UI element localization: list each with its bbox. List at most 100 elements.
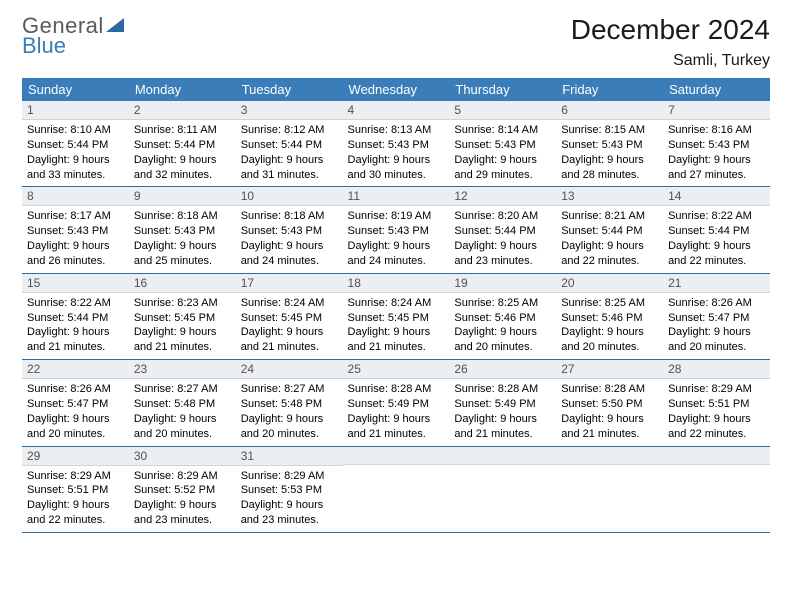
- calendar-day-cell: 19Sunrise: 8:25 AMSunset: 5:46 PMDayligh…: [449, 273, 556, 359]
- daylight-line: Daylight: 9 hours and 20 minutes.: [454, 325, 551, 355]
- day-number: 20: [556, 274, 663, 293]
- daylight-line: Daylight: 9 hours and 20 minutes.: [241, 412, 338, 442]
- sunset-line: Sunset: 5:43 PM: [348, 224, 445, 239]
- day-body: Sunrise: 8:28 AMSunset: 5:49 PMDaylight:…: [449, 379, 556, 445]
- day-body: Sunrise: 8:19 AMSunset: 5:43 PMDaylight:…: [343, 206, 450, 272]
- day-body-empty: [343, 465, 450, 515]
- sunset-line: Sunset: 5:44 PM: [668, 224, 765, 239]
- day-number: 4: [343, 101, 450, 120]
- calendar-day-cell: 4Sunrise: 8:13 AMSunset: 5:43 PMDaylight…: [343, 101, 450, 187]
- day-body: Sunrise: 8:22 AMSunset: 5:44 PMDaylight:…: [22, 293, 129, 359]
- day-number: 19: [449, 274, 556, 293]
- day-number: 27: [556, 360, 663, 379]
- weekday-header: Friday: [556, 78, 663, 101]
- sunset-line: Sunset: 5:44 PM: [561, 224, 658, 239]
- day-number: 13: [556, 187, 663, 206]
- sunset-line: Sunset: 5:43 PM: [561, 138, 658, 153]
- sunrise-line: Sunrise: 8:28 AM: [561, 382, 658, 397]
- location-label: Samli, Turkey: [571, 52, 770, 70]
- calendar-day-cell: 17Sunrise: 8:24 AMSunset: 5:45 PMDayligh…: [236, 273, 343, 359]
- day-body: Sunrise: 8:18 AMSunset: 5:43 PMDaylight:…: [236, 206, 343, 272]
- day-number: 12: [449, 187, 556, 206]
- day-number: 31: [236, 447, 343, 466]
- day-body-empty: [556, 465, 663, 515]
- sunset-line: Sunset: 5:49 PM: [454, 397, 551, 412]
- sunset-line: Sunset: 5:48 PM: [241, 397, 338, 412]
- calendar-day-cell: 16Sunrise: 8:23 AMSunset: 5:45 PMDayligh…: [129, 273, 236, 359]
- calendar-day-cell: 13Sunrise: 8:21 AMSunset: 5:44 PMDayligh…: [556, 187, 663, 273]
- day-number: 22: [22, 360, 129, 379]
- day-number: 21: [663, 274, 770, 293]
- logo: General Blue: [22, 14, 124, 58]
- calendar-day-cell: 7Sunrise: 8:16 AMSunset: 5:43 PMDaylight…: [663, 101, 770, 187]
- month-title: December 2024: [571, 14, 770, 46]
- calendar-day-cell: 2Sunrise: 8:11 AMSunset: 5:44 PMDaylight…: [129, 101, 236, 187]
- day-number: 8: [22, 187, 129, 206]
- calendar-day-cell: 30Sunrise: 8:29 AMSunset: 5:52 PMDayligh…: [129, 446, 236, 532]
- sunrise-line: Sunrise: 8:27 AM: [241, 382, 338, 397]
- calendar-day-cell: 28Sunrise: 8:29 AMSunset: 5:51 PMDayligh…: [663, 360, 770, 446]
- sunrise-line: Sunrise: 8:15 AM: [561, 123, 658, 138]
- day-number: 9: [129, 187, 236, 206]
- daylight-line: Daylight: 9 hours and 21 minutes.: [241, 325, 338, 355]
- day-number: 2: [129, 101, 236, 120]
- day-body: Sunrise: 8:27 AMSunset: 5:48 PMDaylight:…: [236, 379, 343, 445]
- day-body: Sunrise: 8:25 AMSunset: 5:46 PMDaylight:…: [449, 293, 556, 359]
- sunrise-line: Sunrise: 8:22 AM: [668, 209, 765, 224]
- day-body: Sunrise: 8:14 AMSunset: 5:43 PMDaylight:…: [449, 120, 556, 186]
- day-number-empty: [663, 447, 770, 465]
- calendar-day-cell: [663, 446, 770, 532]
- sunrise-line: Sunrise: 8:11 AM: [134, 123, 231, 138]
- calendar-day-cell: 23Sunrise: 8:27 AMSunset: 5:48 PMDayligh…: [129, 360, 236, 446]
- day-body: Sunrise: 8:29 AMSunset: 5:52 PMDaylight:…: [129, 466, 236, 532]
- sunset-line: Sunset: 5:44 PM: [241, 138, 338, 153]
- daylight-line: Daylight: 9 hours and 24 minutes.: [348, 239, 445, 269]
- sunrise-line: Sunrise: 8:10 AM: [27, 123, 124, 138]
- day-body: Sunrise: 8:26 AMSunset: 5:47 PMDaylight:…: [22, 379, 129, 445]
- day-number: 30: [129, 447, 236, 466]
- day-body-empty: [449, 465, 556, 515]
- sunrise-line: Sunrise: 8:14 AM: [454, 123, 551, 138]
- sunset-line: Sunset: 5:46 PM: [454, 311, 551, 326]
- day-body: Sunrise: 8:28 AMSunset: 5:50 PMDaylight:…: [556, 379, 663, 445]
- day-body: Sunrise: 8:29 AMSunset: 5:51 PMDaylight:…: [663, 379, 770, 445]
- daylight-line: Daylight: 9 hours and 28 minutes.: [561, 153, 658, 183]
- weekday-header: Wednesday: [343, 78, 450, 101]
- daylight-line: Daylight: 9 hours and 23 minutes.: [134, 498, 231, 528]
- sunset-line: Sunset: 5:43 PM: [27, 224, 124, 239]
- day-number: 25: [343, 360, 450, 379]
- calendar-day-cell: [449, 446, 556, 532]
- sunrise-line: Sunrise: 8:29 AM: [241, 469, 338, 484]
- daylight-line: Daylight: 9 hours and 20 minutes.: [27, 412, 124, 442]
- title-block: December 2024 Samli, Turkey: [571, 14, 770, 70]
- sunset-line: Sunset: 5:44 PM: [134, 138, 231, 153]
- day-body: Sunrise: 8:24 AMSunset: 5:45 PMDaylight:…: [236, 293, 343, 359]
- daylight-line: Daylight: 9 hours and 22 minutes.: [27, 498, 124, 528]
- day-number: 15: [22, 274, 129, 293]
- day-number: 1: [22, 101, 129, 120]
- day-body: Sunrise: 8:22 AMSunset: 5:44 PMDaylight:…: [663, 206, 770, 272]
- daylight-line: Daylight: 9 hours and 20 minutes.: [668, 325, 765, 355]
- sunset-line: Sunset: 5:44 PM: [27, 138, 124, 153]
- sunrise-line: Sunrise: 8:24 AM: [348, 296, 445, 311]
- sunrise-line: Sunrise: 8:20 AM: [454, 209, 551, 224]
- daylight-line: Daylight: 9 hours and 21 minutes.: [454, 412, 551, 442]
- day-number: 5: [449, 101, 556, 120]
- day-number: 11: [343, 187, 450, 206]
- daylight-line: Daylight: 9 hours and 27 minutes.: [668, 153, 765, 183]
- daylight-line: Daylight: 9 hours and 21 minutes.: [561, 412, 658, 442]
- calendar-day-cell: 21Sunrise: 8:26 AMSunset: 5:47 PMDayligh…: [663, 273, 770, 359]
- daylight-line: Daylight: 9 hours and 21 minutes.: [134, 325, 231, 355]
- calendar-day-cell: 14Sunrise: 8:22 AMSunset: 5:44 PMDayligh…: [663, 187, 770, 273]
- day-number: 28: [663, 360, 770, 379]
- calendar-day-cell: 12Sunrise: 8:20 AMSunset: 5:44 PMDayligh…: [449, 187, 556, 273]
- day-body: Sunrise: 8:16 AMSunset: 5:43 PMDaylight:…: [663, 120, 770, 186]
- weekday-header: Monday: [129, 78, 236, 101]
- calendar-table: Sunday Monday Tuesday Wednesday Thursday…: [22, 78, 770, 533]
- calendar-week-row: 29Sunrise: 8:29 AMSunset: 5:51 PMDayligh…: [22, 446, 770, 532]
- daylight-line: Daylight: 9 hours and 21 minutes.: [348, 325, 445, 355]
- day-number: 7: [663, 101, 770, 120]
- sunset-line: Sunset: 5:43 PM: [348, 138, 445, 153]
- day-number: 17: [236, 274, 343, 293]
- calendar-week-row: 8Sunrise: 8:17 AMSunset: 5:43 PMDaylight…: [22, 187, 770, 273]
